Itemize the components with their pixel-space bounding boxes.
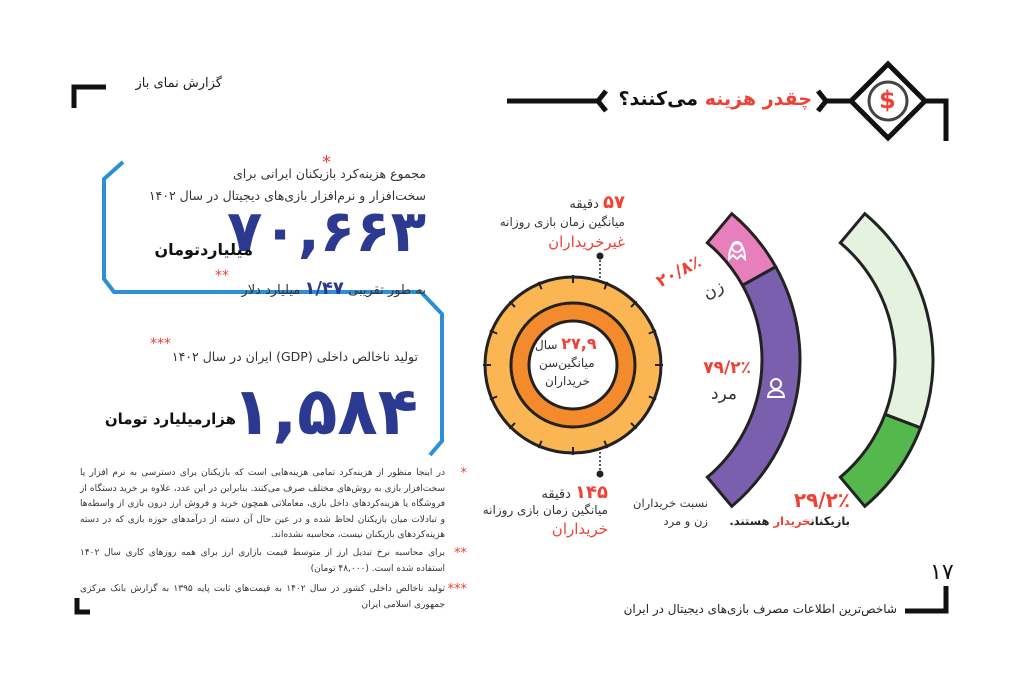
buyers-time: ۱۴۵ دقیقه — [541, 482, 608, 503]
caption-highlight: خریدار — [773, 514, 811, 528]
center-disc — [527, 319, 619, 411]
male-label: مرد — [710, 384, 737, 404]
buyers-label: میانگین زمان بازی روزانه — [482, 503, 608, 517]
male-share-arc — [705, 264, 802, 509]
report-name: گزارش نمای باز — [135, 76, 222, 91]
usd-equivalent: به طور تقریبی ۱/۴۷ میلیارد دلار — [241, 278, 426, 299]
buyers-group: خریداران — [551, 520, 608, 538]
usd-value: ۱/۴۷ — [304, 278, 344, 299]
ring-tick — [630, 300, 638, 308]
age-value-line: ۲۷,۹ سال — [535, 334, 597, 353]
footnote-star: * — [322, 152, 331, 173]
buyers-minutes: ۱۴۵ — [575, 482, 608, 503]
connector-dot-top — [596, 252, 604, 260]
ring-ticks — [483, 275, 663, 455]
blue-frame — [102, 160, 444, 457]
ring-tick — [603, 281, 609, 290]
corner-bracket-top-left — [71, 84, 106, 108]
gdp-label: تولید ناخالص داخلی (GDP) ایران در سال ۱۴… — [171, 349, 418, 364]
footnote-3: *** تولید ناخالص داخلی کشور در سال ۱۴۰۲ ب… — [80, 582, 467, 613]
ring-tick — [648, 329, 657, 335]
age-unit: سال — [535, 338, 558, 352]
age-value: ۲۷,۹ — [561, 334, 597, 353]
minutes-unit: دقیقه — [569, 197, 599, 212]
buyers-caption: بازیکنانخریدار هستند. — [729, 514, 850, 528]
footer-title: شاخص‌ترین اطلاعات مصرف بازی‌های دیجیتال … — [623, 602, 897, 616]
ring-tick — [603, 440, 609, 449]
female-user-icon — [727, 241, 747, 262]
buyers-percent: ۲۹/۲٪ — [793, 488, 850, 512]
ring-tick — [537, 281, 543, 290]
gender-caption2: زن و مرد — [663, 514, 709, 528]
ring-tick — [489, 395, 498, 401]
footnote-1: * در اینجا منظور از هزینه‌کرد تمامی هزینه… — [80, 466, 467, 544]
dollar-icon: $ — [879, 86, 896, 114]
footnote-stars: * — [460, 466, 468, 481]
footnote-text: در اینجا منظور از هزینه‌کرد تمامی هزینه‌… — [80, 468, 445, 540]
footnote-text: برای محاسبه نرخ تبدیل ارز از متوسط قیمت … — [80, 548, 445, 574]
footnote-text: تولید ناخالص داخلی کشور در سال ۱۴۰۲ به ق… — [80, 584, 445, 610]
footnote-2: ** برای محاسبه نرخ تبدیل ارز از متوسط قیم… — [80, 546, 467, 577]
ring-tick — [630, 422, 638, 430]
footnote-stars-2: ** — [215, 268, 229, 284]
caption-part: بازیکنان — [810, 514, 850, 528]
non-buyers-time: ۵۷ دقیقه — [569, 192, 625, 213]
spending-value: ۷۰,۶۶۳ — [226, 197, 426, 265]
ring-tick — [648, 395, 657, 401]
section-title: چقدر هزینه می‌کنند؟ — [619, 88, 812, 110]
age-label1: میانگین‌سن — [539, 356, 595, 370]
ring-tick — [489, 329, 498, 335]
buyer-share-arc — [838, 412, 923, 509]
non-buyers-group: غیرخریداران — [548, 233, 625, 251]
spending-line1: مجموع هزینه‌کرد بازیکنان ایرانی برای — [233, 166, 426, 181]
ring-tick — [508, 300, 516, 308]
spending-unit: میلیاردتومان — [154, 240, 253, 259]
male-percent: ۷۹/۲٪ — [703, 358, 751, 378]
gender-caption1: نسبت خریداران — [633, 496, 708, 510]
corner-bracket-bottom-left — [74, 598, 90, 615]
usd-prefix: به طور تقریبی — [348, 283, 426, 298]
corner-bracket-bottom-right — [905, 586, 949, 614]
dollar-circle — [867, 80, 909, 122]
non-buyers-label: میانگین زمان بازی روزانه — [499, 215, 625, 229]
usd-unit: میلیارد دلار — [241, 283, 301, 298]
age-label2: خریداران — [545, 374, 590, 388]
spending-line2: سخت‌افزار و نرم‌افزار بازی‌های دیجیتال د… — [148, 188, 426, 203]
connector-dot-bottom — [596, 470, 604, 478]
non-buyers-minutes: ۵۷ — [603, 192, 625, 213]
ring-tick — [537, 440, 543, 449]
footnote-stars-3: *** — [150, 336, 171, 352]
caption-part: هستند. — [729, 514, 770, 528]
title-rest: می‌کنند؟ — [618, 88, 699, 110]
non-buyer-share-arc — [838, 211, 935, 430]
footnote-stars: *** — [447, 582, 468, 597]
gdp-value: ۱,۵۸۴ — [231, 373, 418, 450]
title-highlight: چقدر هزینه — [704, 88, 812, 110]
footnote-stars: ** — [454, 546, 467, 561]
male-user-icon — [766, 378, 786, 398]
gdp-unit: هزارمیلیارد تومان — [104, 410, 236, 428]
minutes-unit: دقیقه — [541, 487, 571, 502]
header-line-left — [507, 89, 608, 113]
page-number: ۱۷ — [930, 560, 954, 585]
ring-tick — [508, 422, 516, 430]
